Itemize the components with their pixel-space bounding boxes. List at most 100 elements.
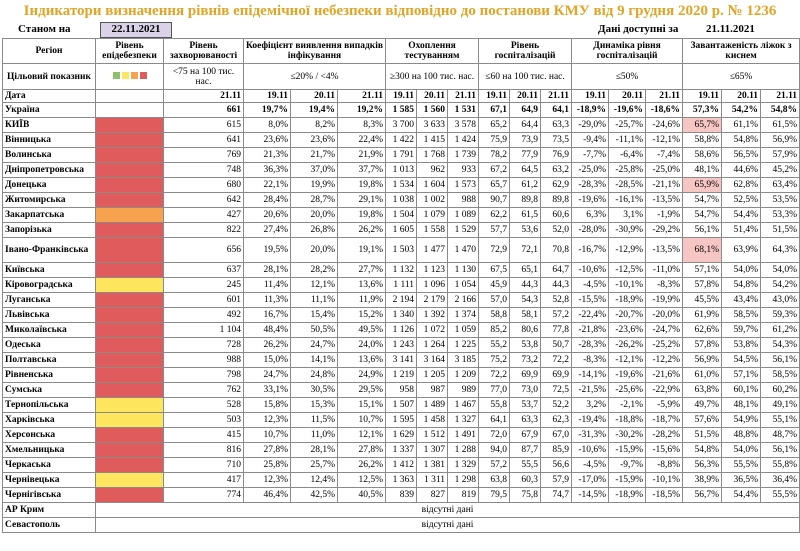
value-cell: 73,5 <box>540 132 573 148</box>
value-cell: 72,0 <box>478 427 511 443</box>
region-name: Кіровоградська <box>2 277 96 293</box>
value-cell: 61,9% <box>682 307 723 323</box>
value-cell: 3 141 <box>385 352 417 368</box>
region-name: Україна <box>2 102 96 118</box>
region-row: Сумська 762 33,1% 30,5% 29,5% 958 987 989 77,0 73… <box>2 382 800 398</box>
value-cell: 987 <box>416 382 448 398</box>
region-name: Волинська <box>2 147 96 163</box>
value-cell: 22,4% <box>337 132 386 148</box>
value-cell: 53,7 <box>509 397 542 413</box>
value-cell: 78,2 <box>478 147 511 163</box>
value-cell: 63,8 <box>478 472 511 488</box>
value-cell: 819 <box>446 487 480 503</box>
value-cell: -25,2% <box>645 337 684 353</box>
value-cell: 1 059 <box>446 322 480 338</box>
value-cell: 53,3% <box>760 207 800 223</box>
value-cell: 67,0 <box>540 427 573 443</box>
value-cell: 44,3 <box>540 277 573 293</box>
value-cell: 54,0% <box>721 262 762 278</box>
value-cell: 48,4% <box>243 322 291 338</box>
value-cell: 1 489 <box>416 397 448 413</box>
value-cell: 28,2% <box>290 262 338 278</box>
value-cell: 54,9% <box>721 412 762 428</box>
value-cell: 56,5% <box>721 147 762 163</box>
target-value: ≤50% <box>571 63 684 90</box>
value-cell: 80,6 <box>509 322 542 338</box>
value-cell: 69,9 <box>509 367 542 383</box>
value-cell: 48,1% <box>721 397 762 413</box>
value-cell: -19,4% <box>571 412 610 428</box>
value-cell: 24,0% <box>337 337 386 353</box>
value-cell: 54,2% <box>721 102 762 118</box>
value-cell: -31,3% <box>571 427 610 443</box>
value-cell: 8,3% <box>337 117 386 133</box>
value-cell: 58,8% <box>682 132 723 148</box>
value-cell: -14,5% <box>571 487 610 503</box>
value-cell: 1 298 <box>446 472 480 488</box>
region-name: Дніпропетровська <box>2 162 96 178</box>
value-cell: 8,2% <box>290 117 338 133</box>
value-cell: 37,0% <box>290 162 338 178</box>
value-cell: 87,7 <box>509 442 542 458</box>
value-cell: 62,2 <box>478 207 511 223</box>
value-cell: 16,7% <box>243 307 291 323</box>
value-cell: 55,5 <box>509 457 542 473</box>
value-cell: 656 <box>163 237 244 263</box>
value-cell: 27,8% <box>243 442 291 458</box>
column-header: Завантаженість ліжок з киснем <box>682 38 800 64</box>
value-cell: 245 <box>163 277 244 293</box>
region-name: Одеська <box>2 337 96 353</box>
value-cell: 23,6% <box>243 132 291 148</box>
value-cell: 54,0% <box>760 262 800 278</box>
level-cell <box>95 367 164 383</box>
value-cell: 65,2 <box>478 117 511 133</box>
value-cell: 728 <box>163 337 244 353</box>
value-cell: 427 <box>163 207 244 223</box>
region-row: Львівська 492 16,7% 15,4% 15,2% 1 340 1 392 1 3… <box>2 307 800 323</box>
value-cell: -25,8% <box>608 162 647 178</box>
target-label: Цільовий показник <box>2 63 96 90</box>
region-name: Тернопільська <box>2 397 96 413</box>
region-row: Луганська 601 11,3% 11,1% 11,9% 2 194 2 179 2 1… <box>2 292 800 308</box>
region-row: КИЇВ 615 8,0% 8,2% 8,3% 3 700 3 633 3 578 65,2 64… <box>2 117 800 133</box>
value-cell: 30,5% <box>290 382 338 398</box>
level-cell <box>95 457 164 473</box>
value-cell: -13,5% <box>645 237 684 263</box>
value-cell: -12,5% <box>608 262 647 278</box>
value-cell: 415 <box>163 427 244 443</box>
value-cell: -15,6% <box>645 442 684 458</box>
date-empty <box>95 89 164 103</box>
value-cell: -8,3% <box>645 277 684 293</box>
level-cell <box>95 102 164 118</box>
level-cell <box>95 322 164 338</box>
region-row: Херсонська 415 10,7% 11,0% 12,1% 1 629 1 512 1 … <box>2 427 800 443</box>
value-cell: -20,7% <box>608 307 647 323</box>
value-cell: 73,0 <box>509 382 542 398</box>
target-value: <75 на 100 тис. нас. <box>163 63 244 90</box>
value-cell: 1 002 <box>416 192 448 208</box>
target-level <box>95 63 164 90</box>
value-cell: 19,9% <box>290 177 338 193</box>
value-cell: 72,1 <box>509 237 542 263</box>
date-cell: 20.11 <box>416 89 448 103</box>
value-cell: 1 477 <box>416 237 448 263</box>
value-cell: 1 585 <box>385 102 417 118</box>
value-cell: 60,1% <box>721 382 762 398</box>
value-cell: 11,9% <box>337 292 386 308</box>
value-cell: 1 123 <box>416 262 448 278</box>
value-cell: 503 <box>163 412 244 428</box>
value-cell: 1 205 <box>416 367 448 383</box>
value-cell: 1 381 <box>416 457 448 473</box>
value-cell: 65,9% <box>682 177 723 193</box>
value-cell: 3,2% <box>571 397 610 413</box>
column-header: Коефіцієнт виявлення випадків інфікуванн… <box>243 38 386 64</box>
value-cell: 988 <box>446 192 480 208</box>
value-cell: -6,4% <box>608 147 647 163</box>
value-cell: 73,2 <box>509 352 542 368</box>
value-cell: 57,2 <box>540 307 573 323</box>
value-cell: -10,1% <box>608 277 647 293</box>
as-of-label: Станом на <box>18 23 71 35</box>
value-cell: 1 512 <box>416 427 448 443</box>
value-cell: 54,8% <box>760 102 800 118</box>
region-name: Івано-Франківська <box>2 237 96 263</box>
